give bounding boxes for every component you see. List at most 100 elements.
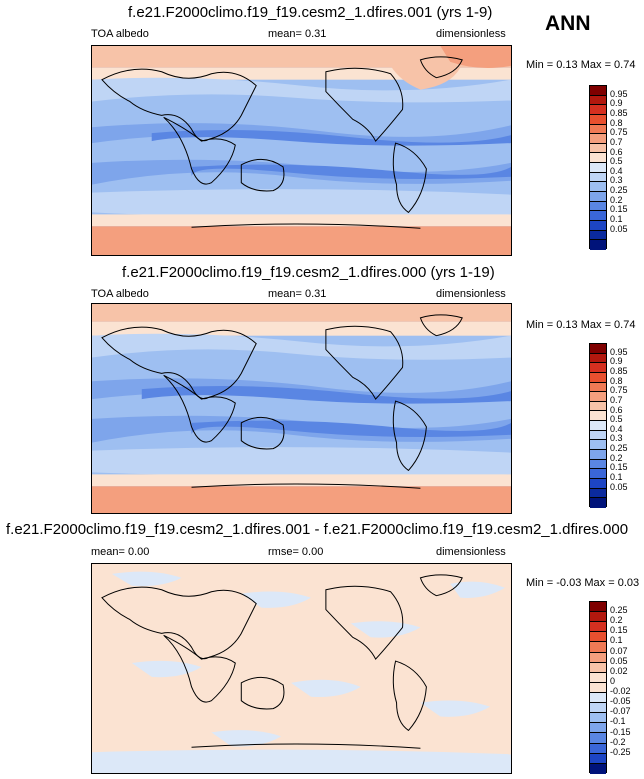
panel2-colorbar-swatch (590, 363, 606, 373)
panel2-colorbar-swatch (590, 421, 606, 431)
panel1-colorbar-label: 0.05 (610, 223, 628, 234)
panel2-colorbar-swatch (590, 430, 606, 441)
panel2-colorbar-swatch (590, 440, 606, 451)
panel2-colorbar-swatch (590, 344, 606, 354)
panel3-colorbar-swatch (590, 642, 606, 653)
panel1-colorbar-swatch (590, 163, 606, 173)
panel3-colorbar-swatch (590, 612, 606, 623)
panel3-colorbar-label: 0.05 (610, 655, 628, 666)
panel2-colorbar-swatch (590, 392, 606, 402)
panel1-colorbar-label: 0.2 (610, 194, 623, 205)
panel1-colorbar-label: 0.1 (610, 214, 623, 225)
panel2-colorbar-label: 0.3 (610, 433, 623, 444)
panel3-colorbar-label: -0.25 (610, 746, 631, 757)
panel1-colorbar-label: 0.15 (610, 204, 628, 215)
panel1-colorbar-label: 0.4 (610, 165, 623, 176)
panel3-colorbar-swatch (590, 743, 606, 754)
panel1-colorbar-label: 0.25 (610, 185, 628, 196)
panel3-units-label: dimensionless (436, 546, 506, 558)
panel3-colorbar-swatch (590, 692, 606, 704)
panel3-colorbar-label: 0 (610, 675, 616, 686)
panel3-colorbar-label: -0.15 (610, 726, 631, 737)
panel3-colorbar-swatch (590, 662, 606, 673)
panel3-colorbar-label: -0.07 (610, 706, 631, 717)
panel2-colorbar-swatch (590, 372, 606, 383)
panel3-colorbar-label: 0.25 (610, 605, 628, 616)
panel2-colorbar-swatch (590, 450, 606, 460)
panel1-minmax: Min = 0.13 Max = 0.74 (526, 59, 636, 71)
panel1-colorbar-label: 0.85 (610, 107, 628, 118)
panel1-colorbar-swatch (590, 143, 606, 154)
panel1-colorbar-swatch (590, 172, 606, 183)
panel3-colorbar-label: -0.2 (610, 736, 626, 747)
panel3-mean-label: mean= 0.00 (91, 546, 150, 558)
panel1-colorbar-label: 0.5 (610, 156, 623, 167)
panel2-colorbar-label: 0.7 (610, 394, 623, 405)
panel1-colorbar-label: 0.7 (610, 136, 623, 147)
panel3-colorbar-label: 0.07 (610, 645, 628, 656)
panel2-colorbar-label: 0.4 (610, 423, 623, 434)
panel2-colorbar-label: 0.2 (610, 452, 623, 463)
panel2-colorbar-swatch (590, 488, 606, 499)
panel3-colorbar-swatch (590, 763, 606, 774)
panel1-colorbar-swatch (590, 105, 606, 115)
panel1-colorbar-swatch (590, 240, 606, 250)
panel3-colorbar-swatch (590, 713, 606, 724)
panel2-mean-label: mean= 0.31 (268, 288, 327, 300)
panel2-colorbar-label: 0.1 (610, 472, 623, 483)
panel3-colorbar-label: 0.15 (610, 625, 628, 636)
panel2-title: f.e21.F2000climo.f19_f19.cesm2_1.dfires.… (122, 264, 495, 281)
panel1-colorbar-swatch (590, 201, 606, 212)
panel2-minmax: Min = 0.13 Max = 0.74 (526, 319, 636, 331)
panel1-colorbar-label: 0.6 (610, 146, 623, 157)
panel3-rmse-label: rmse= 0.00 (268, 546, 324, 558)
panel1-colorbar-swatch (590, 211, 606, 221)
panel2-units-label: dimensionless (436, 288, 506, 300)
panel2-albedo-field (92, 304, 511, 513)
panel2-colorbar-swatch (590, 401, 606, 412)
panel1-colorbar-label: 0.3 (610, 175, 623, 186)
panel2-colorbar-label: 0.6 (610, 404, 623, 415)
panel1-colorbar-label: 0.75 (610, 127, 628, 138)
panel1-mean-label: mean= 0.31 (268, 28, 327, 40)
panel1-map (91, 45, 512, 256)
panel3-colorbar-swatch (590, 682, 606, 693)
panel1-colorbar (589, 85, 607, 250)
panel2-colorbar-label: 0.75 (610, 385, 628, 396)
panel3-colorbar-swatch (590, 622, 606, 633)
panel3-minmax: Min = -0.03 Max = 0.03 (526, 577, 640, 589)
panel2-colorbar-swatch (590, 459, 606, 470)
panel2-colorbar-swatch (590, 353, 606, 364)
panel3-title: f.e21.F2000climo.f19_f19.cesm2_1.dfires.… (6, 521, 629, 538)
panel3-colorbar-swatch (590, 753, 606, 764)
panel1-colorbar-swatch (590, 230, 606, 241)
panel3-colorbar-label: 0.2 (610, 615, 623, 626)
panel1-colorbar-label: 0.8 (610, 117, 623, 128)
panel1-colorbar-swatch (590, 114, 606, 125)
panel2-left-label: TOA albedo (91, 288, 149, 300)
panel2-colorbar-label: 0.5 (610, 414, 623, 425)
panel3-difference-field (92, 564, 511, 773)
panel3-colorbar-swatch (590, 672, 606, 683)
panel2-map (91, 303, 512, 514)
panel3-colorbar-label: -0.02 (610, 686, 631, 697)
panel1-colorbar-label: 0.95 (610, 88, 628, 99)
panel3-colorbar (589, 601, 607, 774)
panel2-colorbar-label: 0.85 (610, 365, 628, 376)
panel1-title: f.e21.F2000climo.f19_f19.cesm2_1.dfires.… (128, 4, 493, 21)
panel3-colorbar-swatch (590, 723, 606, 734)
panel2-colorbar (589, 343, 607, 508)
panel1-albedo-field (92, 46, 511, 255)
panel3-map (91, 563, 512, 774)
panel1-colorbar-swatch (590, 192, 606, 202)
panel2-colorbar-label: 0.9 (610, 356, 623, 367)
panel2-colorbar-swatch (590, 478, 606, 489)
panel2-colorbar-swatch (590, 498, 606, 508)
panel1-left-label: TOA albedo (91, 28, 149, 40)
panel2-colorbar-label: 0.8 (610, 375, 623, 386)
panel1-colorbar-swatch (590, 134, 606, 144)
panel1-colorbar-swatch (590, 182, 606, 193)
panel3-colorbar-swatch (590, 652, 606, 663)
panel3-colorbar-swatch (590, 632, 606, 643)
panel1-colorbar-label: 0.9 (610, 98, 623, 109)
